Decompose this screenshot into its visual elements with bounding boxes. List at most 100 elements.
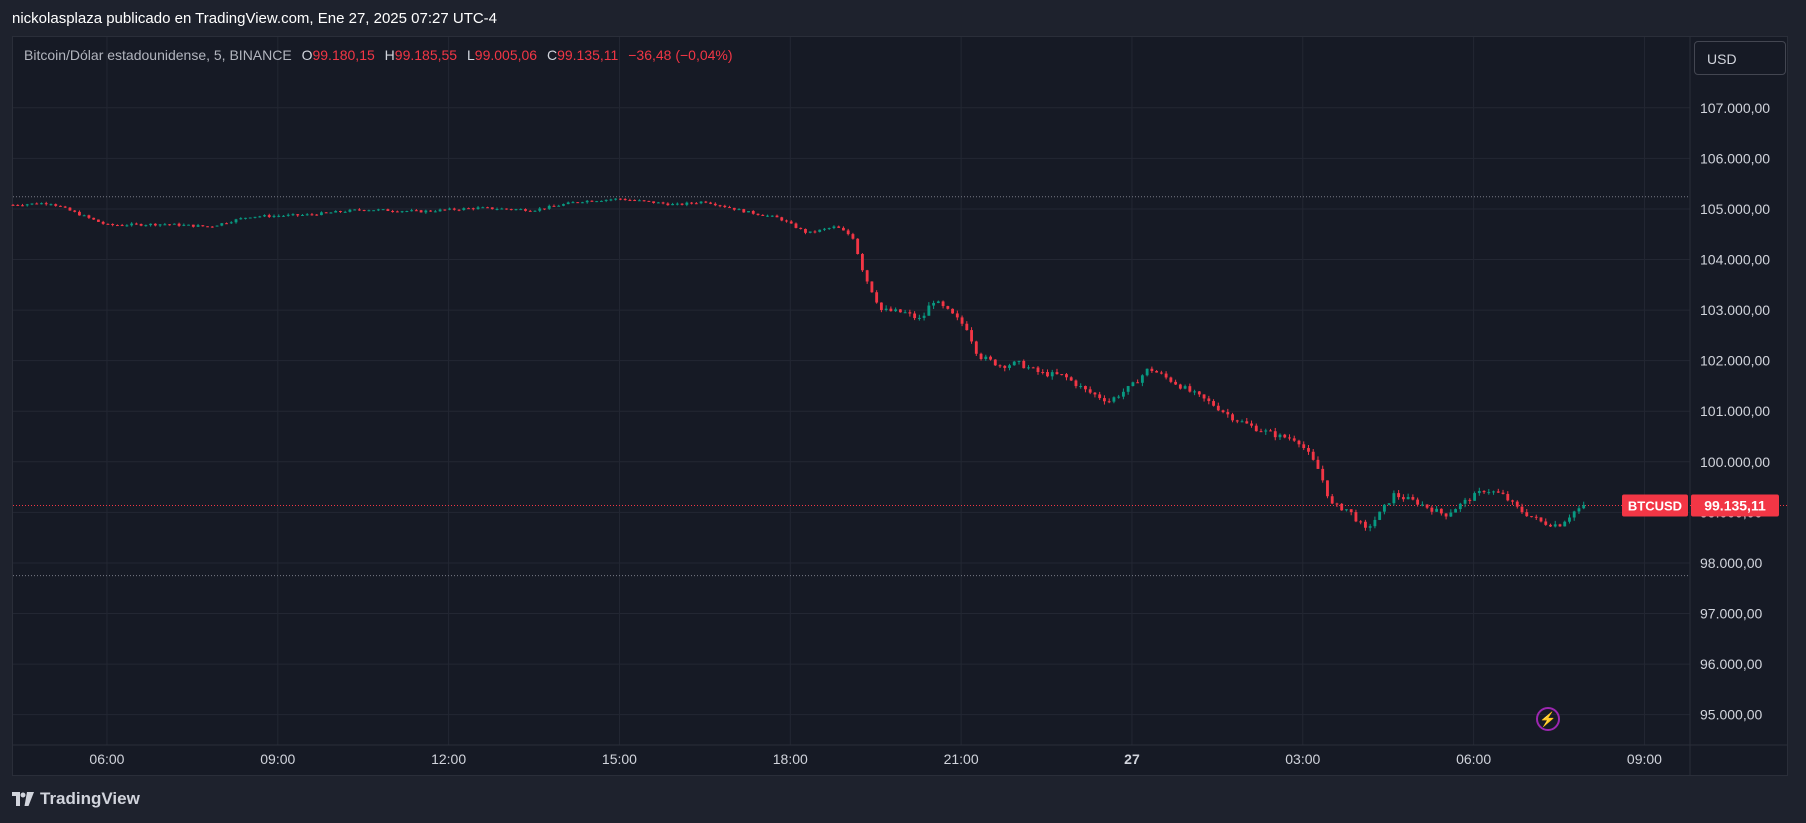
candle-body	[1178, 384, 1182, 389]
candle-body	[1235, 420, 1239, 422]
candle-body	[490, 207, 494, 210]
candle-body	[1093, 392, 1097, 395]
candle-body	[357, 209, 361, 211]
time-axis: 06:00 09:00 12:00 15:00 18:00 21:00 27 03:00 06:…	[89, 751, 1662, 767]
currency-label: USD	[1707, 51, 1737, 67]
candle-body	[1406, 497, 1410, 500]
candle-body	[1136, 382, 1140, 384]
candle-body	[253, 216, 257, 218]
candle-body	[1145, 368, 1149, 376]
candle-body	[656, 202, 660, 204]
candle-body	[832, 226, 836, 229]
candle-body	[785, 220, 788, 222]
candle-body	[1563, 521, 1567, 527]
candle-body	[1316, 459, 1320, 469]
candle-body	[1558, 524, 1562, 527]
candle-body	[543, 208, 546, 210]
candle-body	[989, 356, 992, 360]
candle-body	[766, 215, 769, 217]
candle-body	[1003, 365, 1007, 368]
price-tick-label: 100.000,00	[1700, 454, 1770, 470]
candle-body	[1250, 423, 1253, 426]
last-price-tag	[1691, 494, 1779, 517]
candle-body	[1430, 507, 1434, 512]
candle-body	[927, 305, 931, 316]
time-tick-label: 18:00	[773, 751, 808, 767]
candle-body	[1444, 513, 1448, 517]
price-tick-label: 98.000,00	[1700, 555, 1762, 571]
candle-body	[144, 225, 148, 227]
candle-body	[1193, 391, 1197, 393]
candle-body	[903, 312, 907, 314]
candle-body	[1468, 499, 1472, 501]
candle-body	[1387, 503, 1391, 505]
candle-body	[1572, 511, 1576, 518]
candle-body	[115, 225, 119, 227]
candle-body	[955, 313, 959, 318]
candle-body	[1307, 448, 1310, 452]
candle-body	[1397, 493, 1401, 498]
candle-body	[609, 199, 613, 201]
candle-body	[467, 208, 470, 210]
candle-body	[1240, 421, 1244, 423]
candle-body	[1060, 374, 1064, 376]
candle-body	[979, 353, 983, 360]
chart-pane[interactable]	[12, 36, 1788, 776]
candle-body	[946, 306, 950, 309]
lightning-icon[interactable]: ⚡	[1536, 707, 1560, 731]
reference-lines	[13, 196, 1788, 577]
candle-body	[1520, 506, 1524, 513]
price-tick-label: 104.000,00	[1700, 252, 1770, 268]
candle-body	[932, 302, 936, 306]
time-tick-label: 12:00	[431, 751, 466, 767]
candle-body	[1050, 372, 1054, 377]
tradingview-logo[interactable]: TradingView	[12, 789, 140, 809]
candle-body	[875, 292, 879, 303]
candle-body	[1273, 431, 1277, 438]
candle-body	[1487, 492, 1491, 494]
candle-body	[1041, 371, 1045, 373]
candle-body	[210, 226, 214, 228]
candle-body	[215, 225, 219, 227]
symbol-tag-label: BTCUSD	[1628, 499, 1682, 514]
candle-body	[1155, 371, 1159, 373]
candle-body	[405, 211, 409, 213]
candle-body	[827, 228, 831, 230]
candle-body	[1297, 440, 1301, 445]
symbol-name[interactable]: Bitcoin/Dólar estadounidense, 5, BINANCE	[24, 47, 292, 63]
candle-body	[1568, 517, 1571, 522]
candle-body	[756, 213, 760, 215]
price-tick-label: 101.000,00	[1700, 403, 1770, 419]
candle-body	[818, 229, 822, 232]
currency-button[interactable]: USD	[1694, 41, 1786, 75]
candle-body	[1577, 508, 1581, 512]
candle-body	[562, 204, 565, 206]
price-tick-label: 107.000,00	[1700, 100, 1770, 116]
price-axis: 95.000,0096.000,0097.000,0098.000,0099.0…	[1700, 100, 1770, 723]
candle-body	[671, 204, 675, 206]
candle-body	[343, 211, 347, 213]
candle-body	[1065, 374, 1068, 378]
candle-body	[965, 323, 969, 331]
candle-body	[1458, 503, 1462, 510]
candle-body	[908, 312, 912, 314]
candle-body	[1515, 501, 1519, 507]
candle-body	[846, 230, 850, 235]
candle-body	[11, 204, 15, 206]
candle-body	[101, 221, 105, 224]
candle-body	[917, 317, 921, 319]
candle-body	[433, 211, 437, 213]
candle-body	[44, 203, 48, 205]
candle-body	[424, 210, 428, 213]
candle-body	[704, 201, 708, 203]
candle-body	[301, 214, 304, 216]
candle-body	[1501, 492, 1505, 494]
candle-body	[1326, 480, 1329, 497]
candle-body	[1368, 526, 1372, 528]
candle-body	[296, 214, 300, 216]
candle-body	[1454, 509, 1458, 513]
candle-body	[500, 208, 504, 210]
candle-body	[856, 238, 860, 255]
candle-body	[282, 215, 285, 217]
